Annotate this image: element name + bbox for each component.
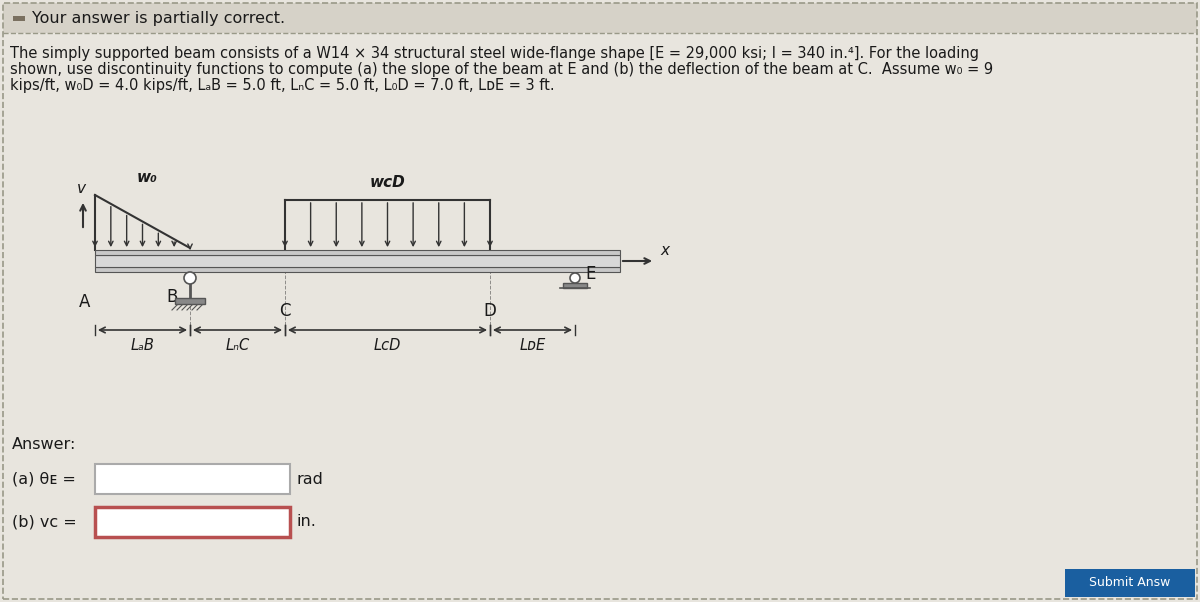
Text: LᴅE: LᴅE	[520, 338, 546, 353]
Bar	[1066, 569, 1195, 597]
Text: (a) θᴇ =: (a) θᴇ =	[12, 471, 76, 486]
Circle shape	[570, 273, 580, 283]
Text: Submit Answ: Submit Answ	[1090, 577, 1171, 589]
Text: Your answer is partially correct.: Your answer is partially correct.	[32, 10, 286, 25]
Bar	[95, 255, 620, 267]
Text: 0.004057: 0.004057	[102, 471, 178, 486]
Bar	[95, 464, 290, 494]
Bar	[2, 3, 1198, 33]
Text: Answer:: Answer:	[12, 437, 77, 452]
Text: The simply supported beam consists of a W14 × 34 structural steel wide-flange sh: The simply supported beam consists of a …	[10, 46, 979, 61]
Text: (b) vᴄ =: (b) vᴄ =	[12, 515, 77, 530]
Circle shape	[184, 272, 196, 284]
Text: x: x	[660, 243, 670, 258]
Text: LᴄD: LᴄD	[374, 338, 401, 353]
Text: 0.16655: 0.16655	[102, 515, 168, 530]
Text: v: v	[77, 181, 85, 196]
Bar	[95, 507, 290, 537]
Bar	[13, 16, 25, 21]
Text: LₙC: LₙC	[226, 338, 250, 353]
Bar	[175, 298, 205, 304]
Text: w₀: w₀	[137, 170, 157, 185]
Text: kips/ft, w₀D = 4.0 kips/ft, LₐB = 5.0 ft, LₙC = 5.0 ft, L₀D = 7.0 ft, LᴅE = 3 ft: kips/ft, w₀D = 4.0 kips/ft, LₐB = 5.0 ft…	[10, 78, 554, 93]
Text: shown, use discontinuity functions to compute (a) the slope of the beam at E and: shown, use discontinuity functions to co…	[10, 62, 994, 77]
Text: C: C	[280, 302, 290, 320]
Bar	[95, 267, 620, 272]
Text: E: E	[586, 265, 595, 283]
Bar	[95, 250, 620, 255]
Text: in.: in.	[296, 515, 316, 530]
Text: rad: rad	[296, 471, 323, 486]
Text: B: B	[167, 288, 178, 306]
Bar	[563, 283, 587, 288]
Text: LₐB: LₐB	[131, 338, 155, 353]
Text: A: A	[79, 293, 90, 311]
Text: wᴄD: wᴄD	[370, 175, 406, 190]
Text: D: D	[484, 302, 497, 320]
